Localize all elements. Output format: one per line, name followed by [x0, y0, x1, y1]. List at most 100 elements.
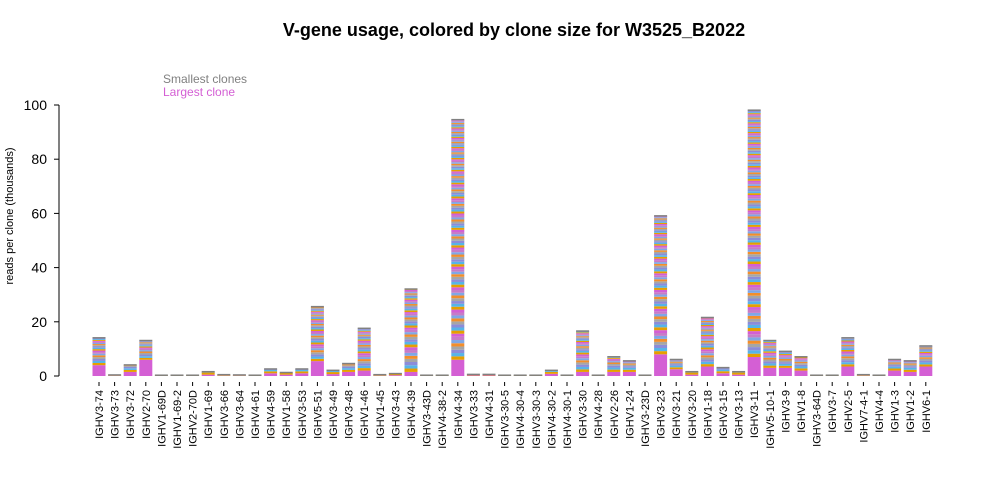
bar-segment — [654, 287, 668, 290]
bar-segment — [747, 292, 761, 296]
bar-segment — [654, 251, 668, 254]
bar-segment-largest-clone — [326, 374, 340, 376]
bar-segment — [654, 253, 668, 256]
bar-segment — [357, 331, 371, 333]
bar-segment — [451, 203, 465, 206]
bar-segment — [451, 312, 465, 316]
bar-segment — [700, 357, 714, 360]
bar-segment — [295, 369, 309, 372]
x-tick-label: IGHV4-4 — [874, 390, 886, 433]
bar-segment-largest-clone — [716, 373, 730, 376]
bar-segment — [747, 279, 761, 283]
bar-segment — [747, 214, 761, 217]
bar-segment — [404, 339, 418, 342]
bar-segment — [404, 304, 418, 306]
bar-segment-smallest-clones — [669, 358, 683, 361]
bar-segment-smallest-clones — [451, 118, 465, 121]
bar-segment-smallest-clones — [888, 358, 902, 361]
bar-segment — [357, 365, 371, 369]
bar-segment — [747, 304, 761, 308]
bar-segment-largest-clone — [622, 371, 636, 376]
bar-segment — [576, 358, 590, 361]
bar-segment-smallest-clones — [123, 364, 137, 366]
bar-segment — [888, 361, 902, 363]
bar-segment — [357, 359, 371, 362]
bar-segment — [404, 323, 418, 326]
bar-segment — [92, 349, 106, 351]
bar-segment — [654, 299, 668, 302]
bar-segment — [700, 339, 714, 341]
bar-segment — [700, 323, 714, 326]
bar-segment-largest-clone — [201, 374, 215, 376]
bar-segment — [451, 254, 465, 257]
bar-segment — [747, 315, 761, 319]
x-tick-label: IGHV6-1 — [921, 390, 933, 433]
bar-segment — [747, 126, 761, 129]
bar-segment-largest-clone — [466, 375, 480, 376]
x-tick-label: IGHV3-53 — [297, 390, 309, 439]
bar-segment — [451, 295, 465, 299]
bar-segment — [747, 261, 761, 265]
bar-IGHV4-59 — [264, 368, 278, 376]
bar-segment — [747, 161, 761, 163]
bar-segment — [404, 321, 418, 324]
bar-segment — [357, 357, 371, 360]
x-tick-label: IGHV3-20 — [687, 390, 699, 439]
bar-IGHV3-15 — [716, 366, 730, 376]
bar-segment — [763, 345, 777, 347]
bar-segment — [139, 345, 153, 347]
bar-IGHV1-46 — [357, 327, 371, 376]
bar-segment — [716, 368, 730, 370]
x-tick-label: IGHV3-43D — [422, 390, 434, 447]
bar-segment — [747, 321, 761, 325]
bar-segment — [747, 184, 761, 186]
bar-segment — [747, 180, 761, 183]
bar-IGHV3-7 — [825, 374, 839, 376]
bar-segment — [747, 198, 761, 201]
bar-segment — [732, 372, 746, 375]
bar-segment — [654, 250, 668, 252]
x-tick-label: IGHV2-26 — [609, 390, 621, 439]
bar-segment — [451, 309, 465, 313]
bar-segment — [451, 209, 465, 212]
bar-segment — [310, 319, 324, 321]
bar-IGHV5-10-1 — [763, 339, 777, 376]
bar-segment — [654, 262, 668, 264]
bar-segment — [794, 364, 808, 367]
bar-segment — [404, 313, 418, 316]
bar-segment — [654, 225, 668, 227]
bar-segment — [841, 342, 855, 344]
bar-segment — [451, 127, 465, 129]
bar-segment — [451, 221, 465, 224]
bar-IGHV4-4 — [872, 374, 886, 376]
bar-segment — [919, 352, 933, 355]
bar-segment — [700, 355, 714, 358]
bar-segment-smallest-clones — [435, 374, 449, 376]
bar-segment — [700, 319, 714, 321]
bar-segment — [357, 329, 371, 331]
bar-segment — [747, 112, 761, 114]
bar-segment — [451, 150, 465, 153]
bar-segment — [451, 207, 465, 210]
bar-segment — [451, 171, 465, 173]
bar-segment — [357, 333, 371, 335]
bar-segment — [747, 218, 761, 221]
bar-segment — [451, 166, 465, 169]
bar-segment — [700, 349, 714, 352]
bar-segment — [451, 152, 465, 154]
bar-segment — [451, 269, 465, 272]
bar-segment — [451, 343, 465, 347]
bar-segment — [747, 216, 761, 219]
x-tick-label: IGHV1-69-2 — [172, 390, 184, 449]
x-tick-label: IGHV3-64D — [812, 390, 824, 447]
x-tick-label: IGHV3-30-3 — [531, 390, 543, 449]
y-axis-ticks: 0 20 40 60 80 100 — [24, 97, 59, 384]
bar-IGHV6-1 — [919, 345, 933, 376]
bar-segment — [747, 173, 761, 176]
bar-segment — [841, 343, 855, 345]
bar-segment — [654, 285, 668, 288]
x-tick-label: IGHV4-30-1 — [562, 390, 574, 449]
bar-segment — [310, 312, 324, 314]
bar-segment — [747, 156, 761, 159]
x-axis-ticks: IGHV3-74 IGHV3-73 IGHV3-72 IGHV2-70 IGHV1-69… — [94, 382, 933, 449]
